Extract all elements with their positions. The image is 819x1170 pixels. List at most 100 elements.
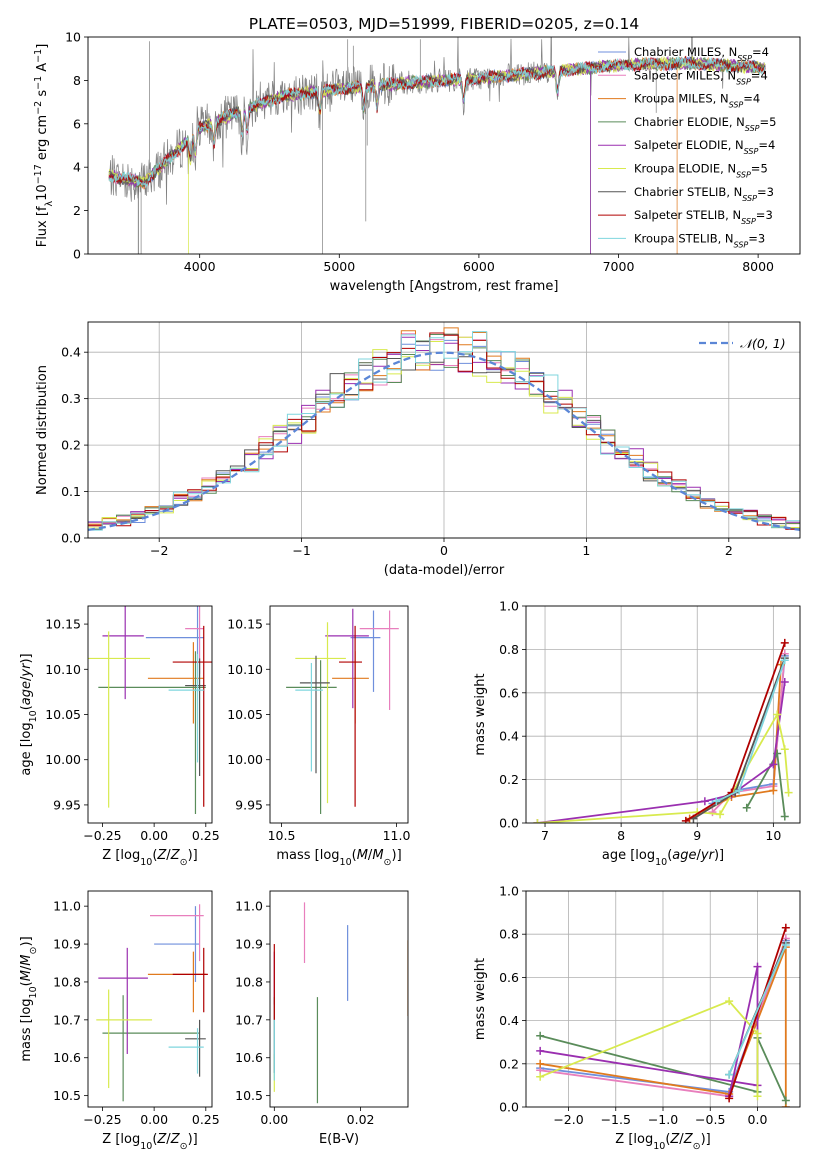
y-tick-label: 0.6 [499,685,519,700]
legend-entry: Chabrier MILES, NSSP=4 [634,45,769,63]
plot-area [88,327,800,533]
x-tick-label: 0.0 [748,1112,768,1127]
plot-area [533,638,793,823]
y-tick-label: 0.4 [499,1013,519,1028]
x-tick-label: −1.0 [648,1112,678,1127]
axes-frame [269,890,409,1108]
weight-marker [708,808,717,817]
x-tick-label: 10.5 [268,828,296,843]
weight-marker [536,1072,545,1081]
x-axis-label: Z [log10(Z/Z⊙)] [102,848,197,868]
x-tick-label: 0.02 [347,1112,375,1127]
spectrum-panel: 4000 5000 6000 7000 8000 0 2 4 6 8 10 wavelength [A… [33,30,801,294]
x-tick-label: 2 [725,543,733,558]
weight-marker [769,760,778,769]
y-tick-label: 10.8 [53,974,81,989]
y-tick-label: 10.7 [235,1012,263,1027]
y-tick-label: 0.2 [61,438,81,453]
weight-marker [753,1092,762,1101]
weight-marker [700,797,709,806]
y-tick-label: 10.7 [53,1012,81,1027]
x-tick-label: 0.25 [192,828,220,843]
x-axis-label: E(B-V) [319,1132,359,1147]
y-tick-label: 0.4 [61,345,81,360]
y-tick-label: 9.95 [235,797,263,812]
plot-area [536,923,790,1107]
y-tick-label: 0.0 [61,531,81,546]
x-tick-label: 0.25 [192,1112,220,1127]
age-vs-metallicity-panel: −0.25 0.00 0.25 9.95 10.00 10.05 10.10 10.15 Z [… [19,605,220,868]
weight-vs-metallicity-panel: −2.0 −1.5 −1.0 −0.5 0.0 0.0 0.2 0.4 0.6 0.8 1.0 Z [… [473,884,801,1152]
y-tick-label: 4 [73,160,81,175]
normal-reference-curve [88,351,800,532]
x-tick-label: 4000 [184,259,216,274]
y-tick-label: 1.0 [499,884,519,899]
y-tick-label: 10.10 [45,662,81,677]
legend-entry: Salpeter STELIB, NSSP=3 [634,208,773,226]
y-tick-label: 0.8 [499,642,519,657]
x-tick-label: 7 [541,828,549,843]
y-tick-label: 0.0 [499,816,519,831]
weight-marker [533,819,542,823]
x-tick-label: −1 [292,543,310,558]
x-tick-label: −2.0 [553,1112,583,1127]
weight-marker [725,1070,734,1079]
y-axis-label: Normed distribution [35,365,50,495]
y-tick-label: 10.5 [235,1088,263,1103]
legend-entry: Kroupa STELIB, NSSP=3 [634,231,765,249]
y-tick-label: 10.6 [235,1050,263,1065]
mass-vs-reddening-panel: 0.00 0.02 10.5 10.6 10.7 10.8 10.9 11.0 E(B-V) [235,890,409,1147]
legend-entry: Salpeter ELODIE, NSSP=4 [634,138,775,156]
weight-series [728,944,787,1075]
y-tick-label: 0.6 [499,970,519,985]
legend-entry: 𝒩(0, 1) [740,336,786,351]
y-axis-label: age [log10(age/yr)] [19,653,39,775]
y-tick-label: 10.15 [45,617,81,632]
y-tick-label: 10 [65,30,81,45]
x-axis-label: mass [log10(M/M⊙)] [276,848,401,868]
legend-entry: Kroupa ELODIE, NSSP=5 [634,162,768,180]
y-tick-label: 0.2 [499,1056,519,1071]
plot-area [88,606,212,814]
y-tick-label: 8 [73,73,81,88]
x-axis-label: wavelength [Angstrom, rest frame] [330,279,559,294]
plot-area [96,904,208,1102]
weight-marker [753,962,762,971]
x-tick-label: 0.00 [260,1112,288,1127]
y-tick-label: 10.05 [227,707,263,722]
y-axis-label: Flux [fλ10−17 erg cm−2 s−1 A−1] [33,44,55,248]
axes-frame [87,36,801,255]
plot-area [108,37,766,254]
figure-title: PLATE=0503, MJD=51999, FIBERID=0205, z=0… [249,15,639,33]
x-tick-label: 0 [440,543,448,558]
y-tick-label: 11.0 [53,899,81,914]
weight-marker [753,1029,762,1038]
y-axis-label: mass [log10(M/M⊙)] [19,936,39,1061]
residuals-panel: −2 −1 0 1 2 0.0 0.1 0.2 0.3 0.4 (data-model)/error… [35,321,801,578]
y-tick-label: 10.00 [45,752,81,767]
x-axis-label: age [log10(age/yr)] [602,848,724,868]
weight-marker [780,812,789,821]
x-axis-label: Z [log10(Z/Z⊙)] [102,1132,197,1152]
weight-marker [773,710,782,719]
weight-series [728,927,787,1099]
y-tick-label: 9.95 [53,797,81,812]
axes-frame [269,605,409,824]
y-tick-label: 0 [73,247,81,262]
mass-vs-metallicity-panel: −0.25 0.00 0.25 10.5 10.6 10.7 10.8 10.9 11.0 Z [… [19,890,220,1152]
x-tick-label: 5000 [323,259,355,274]
x-tick-label: 9 [693,828,701,843]
weight-marker [712,797,721,806]
axes-frame [525,605,801,824]
y-tick-label: 10.9 [53,937,81,952]
weight-marker [725,997,734,1006]
weight-marker [725,1094,734,1103]
y-tick-label: 10.5 [53,1088,81,1103]
x-tick-label: 8 [617,828,625,843]
weight-marker [735,786,744,795]
x-tick-label: 6000 [463,259,495,274]
weight-marker [769,786,778,795]
weight-marker [536,1059,545,1068]
y-tick-label: 10.15 [227,617,263,632]
